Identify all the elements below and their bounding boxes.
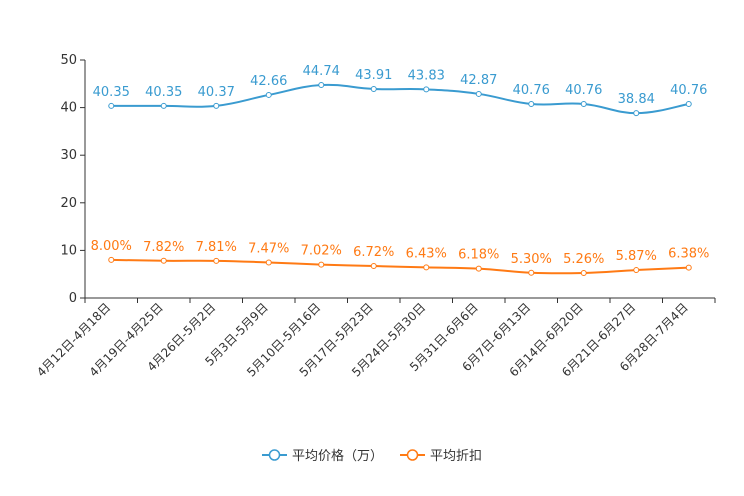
y-tick-label: 0 — [69, 291, 77, 306]
data-label: 5.30% — [511, 252, 552, 267]
data-point — [370, 85, 377, 92]
data-label: 40.35 — [93, 85, 130, 100]
y-axis: 0 10 20 30 40 50 — [60, 53, 86, 306]
data-label: 7.02% — [301, 244, 342, 259]
data-label: 6.43% — [406, 246, 447, 261]
data-label: 8.00% — [91, 239, 132, 254]
y-tick-label: 30 — [60, 148, 77, 163]
legend-label: 平均折扣 — [430, 449, 482, 464]
data-point — [423, 86, 430, 93]
data-point — [160, 257, 167, 264]
data-point — [685, 100, 692, 107]
data-point — [580, 269, 587, 276]
data-label: 40.76 — [513, 83, 550, 98]
data-label: 42.87 — [460, 73, 497, 88]
data-point — [580, 100, 587, 107]
data-label: 7.81% — [196, 240, 237, 255]
data-point — [370, 263, 377, 270]
data-point — [108, 102, 115, 109]
legend-item-2: 平均折扣 — [400, 449, 482, 464]
legend-marker — [406, 449, 419, 461]
data-point — [528, 269, 535, 276]
data-point — [265, 259, 272, 266]
data-label: 43.91 — [355, 68, 392, 83]
data-label: 43.83 — [408, 68, 445, 83]
data-point — [633, 267, 640, 274]
data-point — [423, 264, 430, 271]
legend-label: 平均价格（万） — [292, 448, 383, 464]
data-point — [265, 91, 272, 98]
data-point — [213, 102, 220, 109]
legend: 平均价格（万） 平均折扣 — [262, 448, 482, 464]
data-label: 5.26% — [563, 252, 604, 267]
y-tick-label: 40 — [60, 101, 77, 116]
data-label: 38.84 — [618, 92, 655, 107]
data-label: 40.37 — [198, 85, 235, 100]
x-axis: 4月12日-4月18日4月19日-4月25日4月26日-5月2日5月3日-5月9… — [34, 297, 716, 380]
series-1: 40.35 40.35 40.37 42.66 44.74 43.91 43.83 42.87… — [93, 64, 707, 117]
data-point — [475, 265, 482, 272]
data-label: 6.72% — [353, 245, 394, 260]
data-point — [475, 90, 482, 97]
data-point — [528, 100, 535, 107]
y-tick-label: 50 — [60, 53, 77, 68]
data-point — [318, 82, 325, 89]
data-label: 7.47% — [248, 241, 289, 256]
data-label: 44.74 — [303, 64, 340, 79]
data-point — [633, 110, 640, 117]
data-label: 40.76 — [670, 83, 707, 98]
y-tick-label: 10 — [60, 243, 77, 258]
data-label: 7.82% — [143, 240, 184, 255]
data-point — [318, 261, 325, 268]
series-line — [111, 83, 689, 115]
data-point — [160, 102, 167, 109]
legend-item-1: 平均价格（万） — [262, 448, 383, 464]
data-point — [213, 257, 220, 264]
series-layer: 40.35 40.35 40.37 42.66 44.74 43.91 43.83 42.87… — [91, 64, 709, 276]
data-label: 40.76 — [565, 83, 602, 98]
data-label: 6.38% — [668, 247, 709, 262]
data-label: 42.66 — [250, 74, 287, 89]
series-2: 8.00% 7.82% 7.81% 7.47% 7.02% 6.72% 6.43% 6.18%… — [91, 239, 709, 276]
data-label: 40.35 — [145, 85, 182, 100]
legend-marker — [268, 449, 281, 461]
data-point — [685, 264, 692, 271]
data-point — [108, 256, 115, 263]
y-tick-label: 20 — [60, 196, 77, 211]
series-line — [111, 258, 689, 275]
data-label: 5.87% — [616, 249, 657, 264]
data-label: 6.18% — [458, 248, 499, 263]
